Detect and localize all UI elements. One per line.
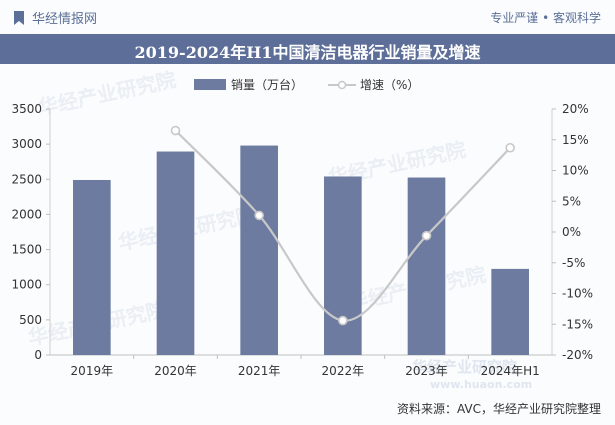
chart-title: 2019-2024年H1中国清洁电器行业销量及增速 <box>134 43 481 62</box>
bar <box>324 176 362 355</box>
y-left-tick-label: 0 <box>34 348 42 362</box>
watermark-text: 华经产业研究院 <box>412 358 517 376</box>
y-left-tick-label: 3000 <box>11 137 42 151</box>
growth-point <box>338 315 348 326</box>
y-left-tick-label: 1500 <box>11 243 42 257</box>
y-right-tick-label: -15% <box>562 317 593 331</box>
watermark-url: www.huaon.com <box>430 378 532 391</box>
x-tick-label: 2020年 <box>154 364 197 378</box>
bar <box>240 145 278 355</box>
bar <box>407 177 446 355</box>
legend: 销量（万台） 增速（%） <box>194 77 419 92</box>
growth-point <box>254 210 264 221</box>
y-right-tick-label: 0% <box>562 225 581 239</box>
y-right-tick-label: 15% <box>562 133 589 147</box>
y-right-tick-label: -5% <box>562 256 585 270</box>
top-bar: 华经情报网 专业严谨 • 客观科学 <box>0 0 615 34</box>
y-right-tick-label: 10% <box>562 164 589 178</box>
slogan: 专业严谨 • 客观科学 <box>490 11 601 25</box>
growth-point <box>505 142 515 153</box>
growth-point <box>421 230 432 241</box>
y-left-tick-label: 3500 <box>11 102 42 116</box>
legend-bar-swatch <box>194 79 226 90</box>
y-left-tick-label: 2000 <box>11 207 42 221</box>
legend-line-label: 增速（%） <box>360 78 419 92</box>
y-right-tick-label: -20% <box>562 348 593 362</box>
bars <box>73 145 529 355</box>
growth-line <box>170 125 515 326</box>
x-tick-label: 2021年 <box>238 364 281 378</box>
watermark-text: 华经产业研究院 <box>36 67 178 120</box>
x-tick-label: 2023年 <box>405 364 448 378</box>
axes: 0 500 1000 1500 2000 2500 3000 3500 -20% -15% -10%… <box>11 102 593 378</box>
combo-chart: 华经产业研究院华经产业研究院华经产业研究院华经产业研究院华经产业研究院华经产业研… <box>11 67 593 391</box>
x-tick-label: 2019年 <box>71 364 114 378</box>
legend-bar-label: 销量（万台） <box>231 77 303 92</box>
y-right-tick-label: -10% <box>562 287 593 301</box>
brand: 华经情报网 <box>12 8 97 27</box>
source-note: 资料来源：AVC，华经产业研究院整理 <box>396 402 601 416</box>
y-right-tick-label: 5% <box>562 194 581 208</box>
bar <box>491 268 529 355</box>
brand-name: 华经情报网 <box>32 12 98 27</box>
y-right-tick-label: 20% <box>562 102 589 116</box>
bar <box>156 151 195 355</box>
bar <box>73 179 111 355</box>
x-tick-label: 2024年H1 <box>481 364 540 378</box>
y-left-tick-label: 1000 <box>11 278 42 292</box>
growth-point <box>170 125 181 136</box>
logo-icon <box>14 10 24 25</box>
y-left-tick-label: 500 <box>19 313 42 327</box>
legend-line-marker <box>337 80 347 90</box>
x-tick-label: 2022年 <box>322 364 365 378</box>
y-left-tick-label: 2500 <box>11 172 42 186</box>
title-bar: 2019-2024年H1中国清洁电器行业销量及增速 <box>0 34 615 64</box>
